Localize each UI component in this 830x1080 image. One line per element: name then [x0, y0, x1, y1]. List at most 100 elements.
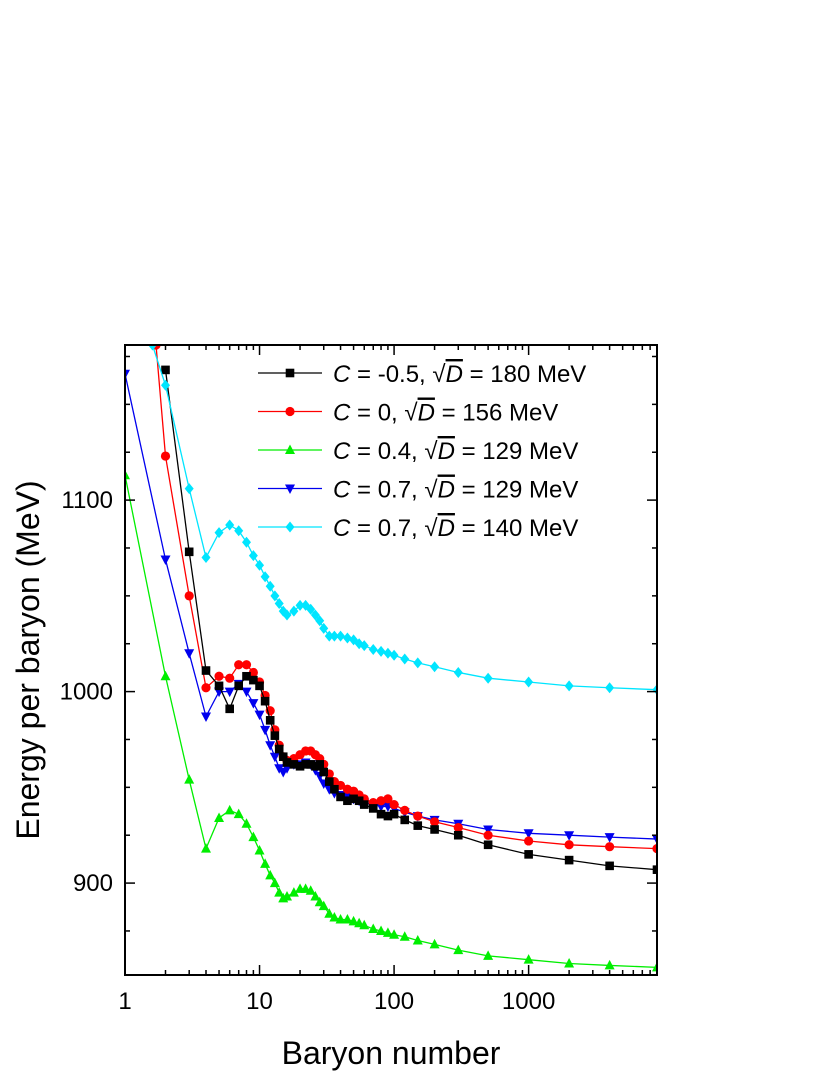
data-point — [483, 840, 493, 850]
data-point — [383, 647, 393, 659]
data-point — [368, 643, 378, 655]
data-point — [255, 559, 265, 571]
legend-entry: C = 0, √D = 156 MeV — [258, 400, 558, 427]
data-point — [342, 913, 353, 924]
data-point — [389, 929, 400, 939]
legend-label: C = 0.4, √D = 129 MeV — [333, 438, 578, 465]
data-point — [324, 777, 334, 786]
data-point — [225, 519, 235, 531]
data-point — [214, 671, 224, 681]
data-point — [184, 649, 195, 659]
data-point — [184, 774, 195, 784]
legend-label: C = 0, √D = 156 MeV — [333, 400, 558, 427]
data-point — [282, 890, 293, 901]
data-point — [604, 959, 615, 970]
data-point — [413, 811, 423, 821]
data-point — [359, 640, 369, 652]
data-point — [242, 671, 251, 681]
data-point — [184, 483, 194, 495]
data-point — [429, 938, 440, 949]
data-point — [605, 842, 615, 852]
data-point — [453, 822, 463, 833]
data-point — [652, 865, 657, 874]
data-point — [234, 660, 244, 670]
data-point — [233, 808, 244, 819]
data-point — [270, 590, 280, 602]
data-point — [201, 552, 211, 564]
data-point — [241, 818, 252, 828]
legend-label: C = 0.7, √D = 140 MeV — [333, 515, 578, 542]
data-point — [201, 683, 211, 693]
series-layer — [125, 345, 657, 972]
data-point — [214, 527, 224, 539]
data-point — [376, 925, 387, 935]
data-point — [282, 609, 292, 621]
data-point — [301, 760, 310, 769]
x-tick-label: 10 — [246, 988, 273, 1015]
data-point — [413, 657, 423, 669]
data-point — [278, 752, 288, 762]
data-point — [359, 800, 369, 809]
data-point — [248, 831, 259, 842]
data-point — [295, 599, 305, 611]
data-point — [248, 667, 258, 678]
data-point — [400, 805, 410, 815]
data-point — [125, 369, 130, 380]
data-point — [289, 760, 299, 769]
data-point — [161, 379, 171, 391]
data-point — [652, 961, 657, 972]
data-point — [564, 855, 574, 865]
data-point — [343, 796, 352, 806]
y-tick-label: 900 — [73, 870, 113, 897]
plot-frame — [124, 344, 658, 976]
data-point — [214, 812, 225, 822]
data-point — [249, 675, 258, 685]
data-point — [376, 645, 386, 657]
data-point — [160, 670, 171, 681]
legend-entry: C = 0.4, √D = 129 MeV — [258, 438, 578, 465]
data-point — [184, 591, 194, 601]
series-diamond — [147, 345, 657, 696]
data-point — [400, 815, 410, 825]
data-point — [564, 958, 575, 968]
data-point — [242, 536, 252, 548]
data-point — [311, 761, 320, 771]
data-point — [354, 796, 364, 806]
axes-layer: 1 10 100 1000 900 1000 1100 — [60, 344, 658, 1015]
data-point — [413, 821, 423, 830]
data-point — [336, 630, 346, 642]
data-point — [310, 890, 321, 901]
data-point — [305, 885, 316, 895]
data-point — [254, 845, 265, 855]
data-point — [315, 760, 324, 769]
data-point — [564, 840, 574, 850]
data-point — [604, 833, 615, 843]
data-point — [342, 632, 352, 644]
data-point — [389, 799, 399, 810]
data-point — [125, 469, 130, 480]
data-point — [483, 672, 493, 684]
data-point — [255, 681, 264, 691]
data-point — [201, 843, 212, 853]
data-point — [389, 809, 399, 819]
y-axis-title: Energy per baryon (MeV) — [10, 480, 46, 839]
data-point — [161, 365, 170, 375]
x-axis-title: Baryon number — [282, 1035, 501, 1071]
data-point — [400, 653, 410, 665]
data-point — [376, 802, 387, 812]
data-point — [160, 555, 171, 565]
data-point — [260, 571, 270, 583]
data-point — [234, 681, 243, 691]
data-point — [349, 794, 358, 804]
data-point — [248, 550, 258, 562]
data-point — [605, 861, 614, 871]
data-point — [483, 825, 494, 835]
data-point — [329, 630, 339, 642]
legend: C = -0.5, √D = 180 MeV C = 0, √D = 156 Me… — [258, 361, 586, 542]
y-tick-label: 1000 — [60, 679, 113, 706]
legend-label: C = -0.5, √D = 180 MeV — [333, 361, 586, 388]
data-point — [329, 912, 340, 922]
legend-marker — [285, 406, 295, 417]
data-point — [319, 767, 329, 777]
data-point — [260, 725, 271, 736]
